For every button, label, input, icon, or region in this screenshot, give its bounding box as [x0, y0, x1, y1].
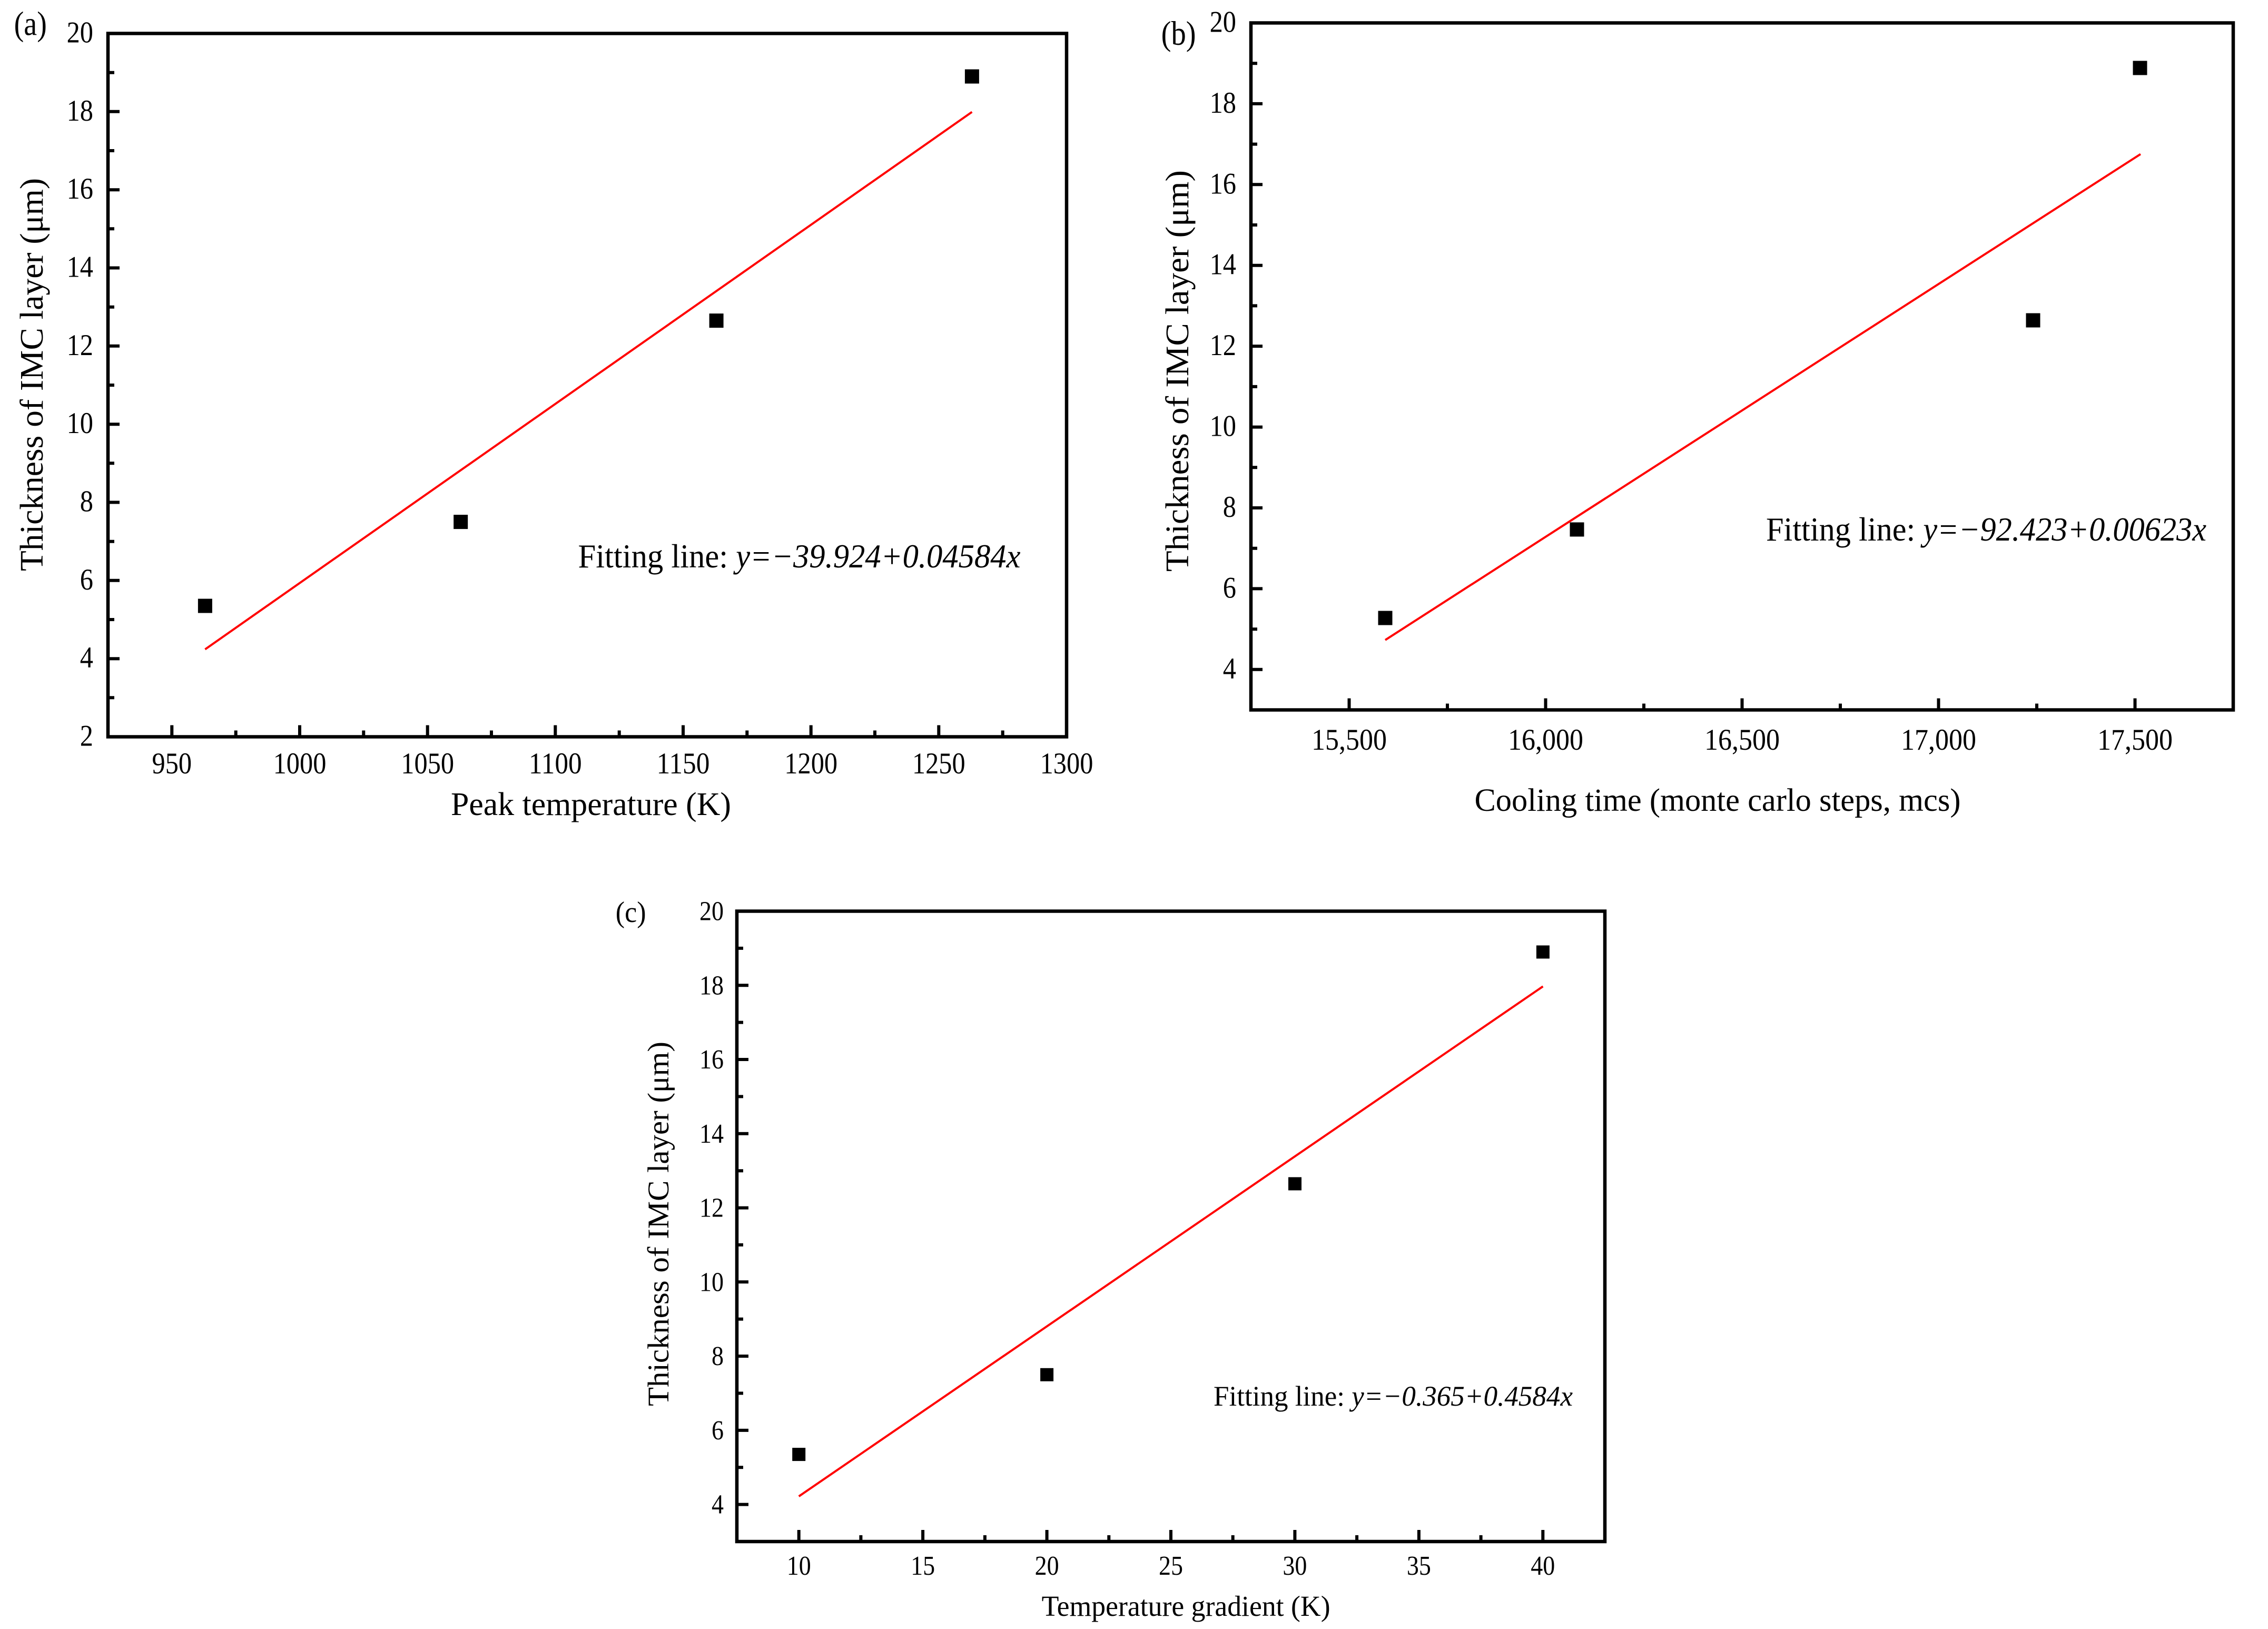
svg-text:25: 25 [1159, 1551, 1183, 1581]
svg-text:10: 10 [67, 407, 93, 440]
svg-text:30: 30 [1283, 1551, 1307, 1581]
svg-text:8: 8 [712, 1341, 724, 1371]
svg-text:950: 950 [152, 747, 192, 780]
svg-text:Fitting line: y=−39.924+0.0458: Fitting line: y=−39.924+0.04584x [578, 538, 1021, 575]
svg-text:14: 14 [699, 1119, 724, 1149]
svg-text:Cooling time (monte carlo step: Cooling time (monte carlo steps, mcs) [1475, 783, 1961, 818]
svg-text:20: 20 [1035, 1551, 1059, 1581]
svg-text:18: 18 [699, 970, 724, 1000]
svg-text:17,000: 17,000 [1901, 723, 1976, 757]
svg-text:6: 6 [1223, 571, 1236, 604]
svg-text:16: 16 [1210, 167, 1236, 200]
svg-text:17,500: 17,500 [2097, 723, 2173, 757]
svg-text:8: 8 [80, 485, 93, 518]
svg-text:1300: 1300 [1040, 747, 1093, 780]
svg-text:1000: 1000 [273, 747, 327, 780]
svg-text:40: 40 [1531, 1551, 1555, 1581]
svg-text:35: 35 [1407, 1551, 1431, 1581]
svg-text:2: 2 [80, 720, 93, 753]
svg-text:15: 15 [911, 1551, 935, 1581]
svg-text:16,000: 16,000 [1508, 723, 1583, 757]
svg-text:(a): (a) [14, 5, 47, 43]
svg-text:6: 6 [80, 563, 93, 596]
svg-text:20: 20 [1210, 6, 1236, 39]
svg-text:1250: 1250 [912, 747, 965, 780]
svg-text:10: 10 [699, 1267, 724, 1297]
svg-text:12: 12 [699, 1193, 724, 1223]
svg-text:1200: 1200 [784, 747, 837, 780]
svg-text:10: 10 [1210, 410, 1236, 443]
svg-text:10: 10 [787, 1551, 811, 1581]
svg-text:Fitting line: y=−0.365+0.4584x: Fitting line: y=−0.365+0.4584x [1214, 1380, 1573, 1412]
svg-text:16: 16 [699, 1045, 724, 1075]
svg-text:1100: 1100 [529, 747, 582, 780]
svg-text:16,500: 16,500 [1704, 723, 1780, 757]
svg-text:14: 14 [67, 251, 93, 284]
svg-text:1050: 1050 [401, 747, 454, 780]
svg-text:18: 18 [1210, 86, 1236, 120]
svg-text:6: 6 [712, 1416, 724, 1446]
svg-text:4: 4 [1223, 652, 1236, 685]
svg-text:Thickness of IMC layer (μm): Thickness of IMC layer (μm) [1160, 170, 1196, 572]
svg-text:14: 14 [1210, 248, 1236, 281]
svg-text:18: 18 [67, 94, 93, 127]
svg-text:Temperature gradient (K): Temperature gradient (K) [1042, 1590, 1330, 1622]
svg-text:1150: 1150 [657, 747, 710, 780]
svg-text:4: 4 [80, 641, 93, 674]
svg-text:Thickness of IMC layer (μm): Thickness of IMC layer (μm) [14, 178, 50, 571]
svg-text:12: 12 [67, 329, 93, 362]
svg-text:8: 8 [1223, 490, 1236, 524]
svg-text:Fitting line: y=−92.423+0.0062: Fitting line: y=−92.423+0.00623x [1766, 511, 2206, 548]
svg-text:4: 4 [712, 1490, 724, 1520]
svg-text:12: 12 [1210, 329, 1236, 362]
svg-text:Peak temperature (K): Peak temperature (K) [451, 787, 731, 822]
svg-text:20: 20 [699, 897, 724, 927]
svg-text:(b): (b) [1161, 15, 1196, 53]
svg-text:(c): (c) [616, 896, 646, 929]
svg-text:Thickness of IMC layer (μm): Thickness of IMC layer (μm) [642, 1042, 675, 1406]
svg-text:16: 16 [67, 172, 93, 205]
svg-text:15,500: 15,500 [1312, 723, 1387, 757]
svg-text:20: 20 [67, 16, 93, 50]
